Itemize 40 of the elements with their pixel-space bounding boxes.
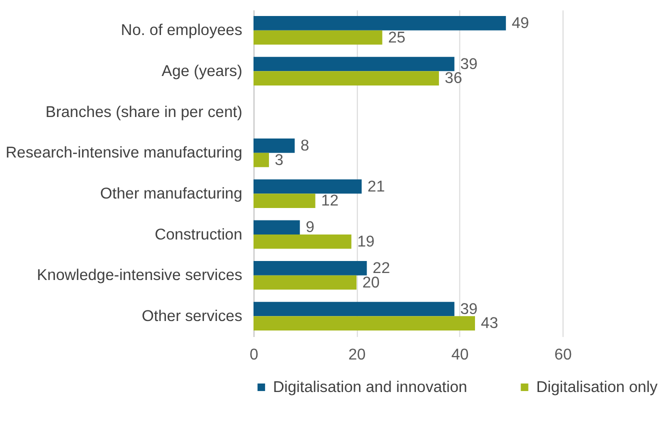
x-tick-label: 0 [250, 346, 259, 364]
bar [254, 220, 300, 234]
bar [254, 30, 382, 45]
data-label: 36 [444, 70, 462, 88]
data-label: 21 [368, 178, 385, 196]
data-label: 12 [321, 192, 339, 210]
y-tick-label: Branches (share in per cent) [46, 104, 242, 121]
data-label: 8 [300, 138, 310, 155]
y-tick-label: Age (years) [162, 63, 242, 80]
x-tick-label: 20 [348, 346, 366, 364]
bar [254, 179, 362, 194]
y-tick-label: Other manufacturing [100, 186, 242, 203]
x-tick-label: 60 [554, 346, 572, 364]
bar [254, 261, 367, 276]
y-tick-label: Research-intensive manufacturing [6, 144, 242, 162]
y-tick-label: Other services [142, 308, 242, 326]
data-label: 25 [388, 29, 406, 46]
y-tick-label: Construction [154, 226, 242, 244]
bar [254, 16, 506, 30]
bar [254, 194, 316, 208]
y-tick-label: No. of employees [120, 22, 242, 40]
legend-label: Digitalisation and innovation [273, 379, 468, 396]
bar [254, 275, 357, 290]
bar [254, 152, 269, 168]
x-tick-label: 40 [451, 346, 470, 364]
bar [254, 316, 476, 330]
data-label: 19 [357, 234, 375, 251]
data-label: 9 [306, 219, 314, 236]
data-label: 39 [460, 56, 478, 73]
bar [254, 234, 352, 249]
data-label: 49 [512, 15, 530, 32]
bar [254, 56, 454, 72]
y-tick-label: Knowledge-intensive services [36, 267, 242, 284]
bar [254, 302, 454, 316]
data-label: 39 [460, 300, 478, 318]
bar [254, 71, 439, 86]
bar [254, 138, 295, 153]
legend-label: Digitalisation only [536, 379, 658, 396]
data-label: 43 [480, 315, 498, 332]
data-label: 3 [274, 152, 284, 169]
